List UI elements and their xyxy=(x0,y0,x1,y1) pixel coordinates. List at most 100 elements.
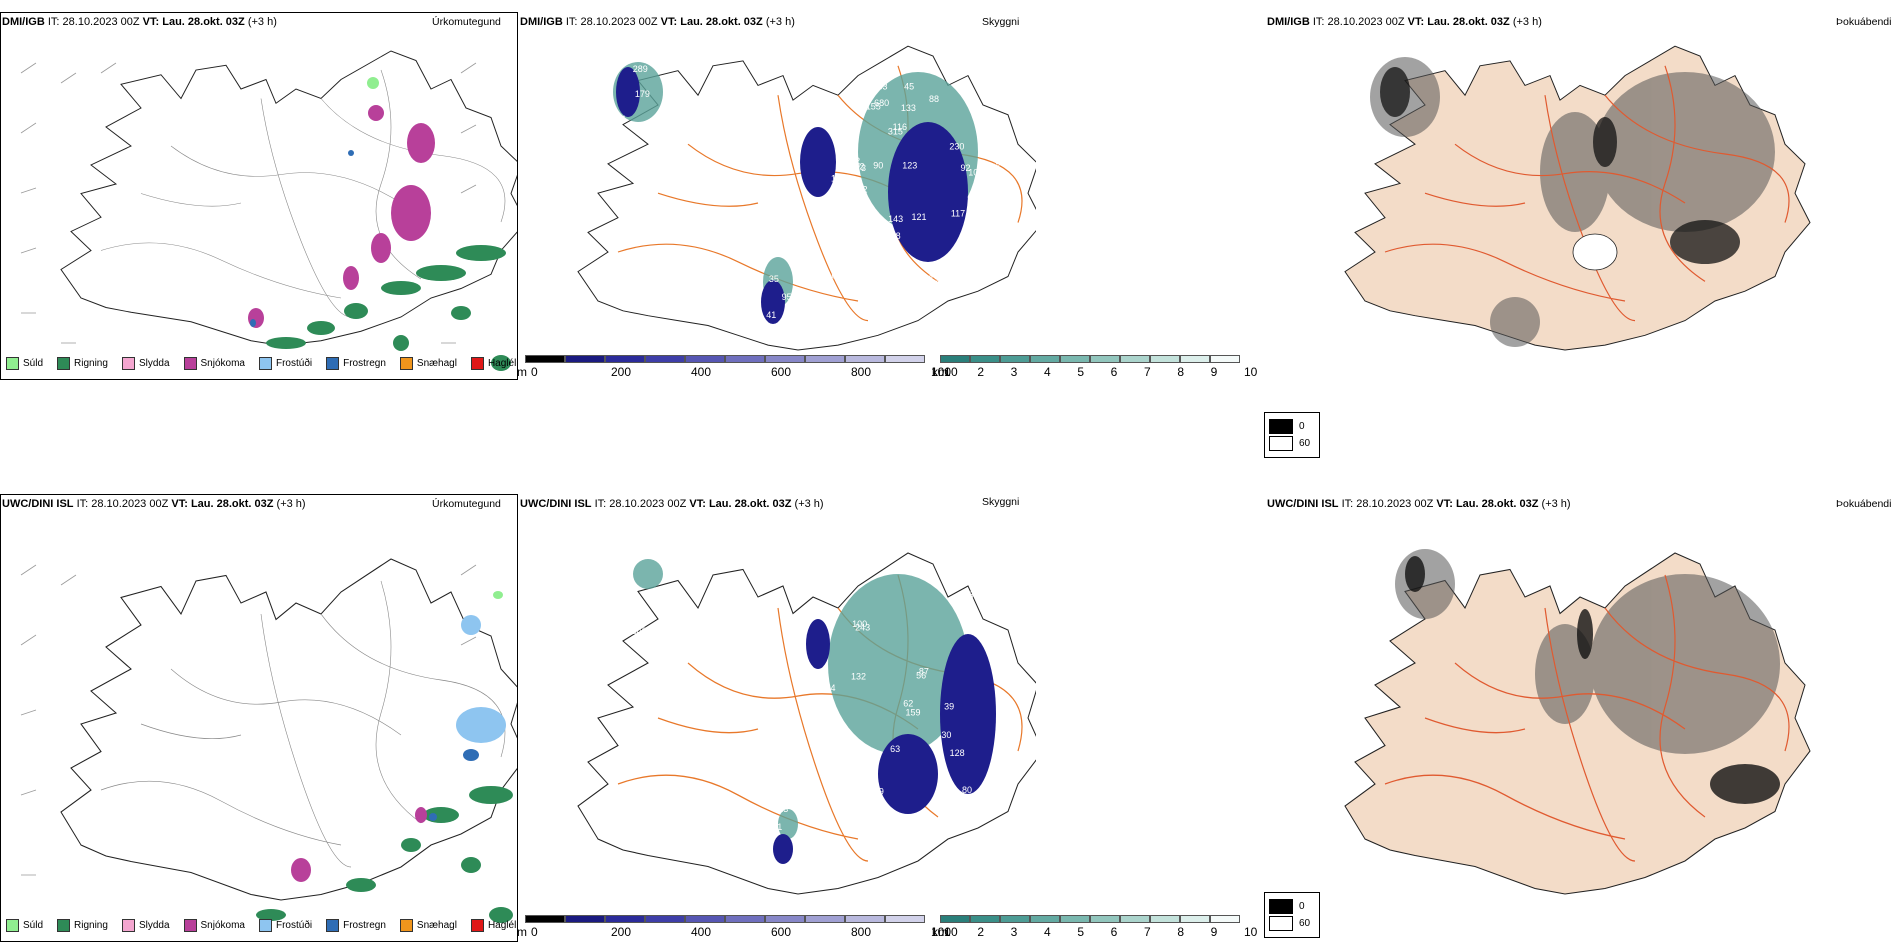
visibility-value-label: 100 xyxy=(985,602,1000,612)
panel-title-dmi-2: DMI/IGB IT: 28.10.2023 00Z VT: Lau. 28.o… xyxy=(520,16,795,28)
legend-swatch xyxy=(6,919,19,932)
fog-legend-item: 60 xyxy=(1269,436,1315,451)
visibility-value-label: 35 xyxy=(769,274,779,284)
visibility-value-label: 81 xyxy=(772,822,782,832)
panel-right-title: Þokuábendi xyxy=(1836,16,1892,28)
visibility-value-label: 39 xyxy=(944,701,954,711)
colorbar-tick: 8 xyxy=(1177,925,1185,939)
visibility-value-label: 143 xyxy=(888,214,903,224)
fog-legend-item: 60 xyxy=(1269,916,1315,931)
visibility-value-label: 92 xyxy=(858,184,868,194)
panel-title-uwc-1: UWC/DINI ISL IT: 28.10.2023 00Z VT: Lau.… xyxy=(2,498,306,510)
init-time: 28.10.2023 00Z xyxy=(91,498,169,510)
visibility-value-label: 87 xyxy=(819,583,829,593)
legend-swatch xyxy=(258,357,272,370)
colorbar-cell xyxy=(845,915,885,923)
colorbar-cell xyxy=(1090,355,1120,363)
colorbar-cell xyxy=(1120,915,1150,923)
legend-label: Haglél xyxy=(487,358,517,369)
legend-swatch xyxy=(57,357,71,370)
legend-swatch xyxy=(121,919,135,932)
panel-right-title: Úrkomutegund xyxy=(432,498,501,510)
colorbar-unit: km xyxy=(932,925,948,939)
lead-time: (+3 h) xyxy=(765,16,795,28)
legend-item: Súld xyxy=(6,919,43,932)
visibility-value-label: 25 xyxy=(845,187,855,197)
colorbar-cell xyxy=(845,355,885,363)
visibility-value-label: 92 xyxy=(961,163,971,173)
visibility-value-label: 155 xyxy=(866,101,881,111)
visibility-value-label: 118 xyxy=(886,231,900,241)
it-label: IT: xyxy=(1312,16,1325,28)
valid-time: VT: Lau. 28.okt. 03Z xyxy=(1436,498,1539,510)
colorbar-cell xyxy=(1030,915,1060,923)
legend-item: Súld xyxy=(6,357,43,370)
colorbar-tick: 7 xyxy=(1144,925,1151,939)
visibility-value-label: 97 xyxy=(858,197,868,207)
fog-map-canvas xyxy=(1344,45,1811,351)
visibility-colorbar-m: m 0 200 400 600 800 1000 xyxy=(517,355,958,383)
legend-swatch xyxy=(399,919,413,932)
visibility-value-label: 113 xyxy=(774,804,788,814)
visibility-value-label: 69 xyxy=(874,786,884,796)
legend-item: Snjókoma xyxy=(183,357,245,370)
colorbar-cell xyxy=(645,915,685,923)
visibility-value-label: 123 xyxy=(902,161,917,171)
init-time: 28.10.2023 00Z xyxy=(580,16,658,28)
colorbar-cell xyxy=(1120,355,1150,363)
visibility-value-label: 117 xyxy=(951,209,965,219)
colorbar-tick: 600 xyxy=(771,925,792,939)
legend-item: Slydda xyxy=(121,357,170,370)
visibility-value-label: 116 xyxy=(893,122,907,132)
colorbar-cell xyxy=(805,915,845,923)
legend-label: Súld xyxy=(23,920,44,931)
colorbar-tick: 0 xyxy=(531,365,538,379)
fog-legend-swatch xyxy=(1269,899,1293,914)
fog-legend-swatch xyxy=(1269,436,1293,451)
colorbar-tick: 1000 xyxy=(931,925,958,939)
colorbar-cell xyxy=(525,915,565,923)
visibility-value-label: 121 xyxy=(912,212,927,222)
visibility-value-label: 133 xyxy=(901,103,916,113)
legend-item: Snæhagl xyxy=(399,357,457,370)
legend-label: Rigning xyxy=(74,358,108,369)
legend-swatch xyxy=(57,919,71,932)
colorbar-cell xyxy=(725,355,765,363)
visibility-value-label: 65 xyxy=(767,786,777,796)
visibility-map-canvas: 202 303 340 657 69 98 149 100 159 132 20 54 63 87 87 10… xyxy=(577,552,1036,895)
colorbar-cell xyxy=(970,355,1000,363)
colorbar-cell xyxy=(1210,355,1240,363)
colorbar-tick: 5 xyxy=(1077,365,1085,379)
colorbar-tick: 4 xyxy=(1044,365,1051,379)
model-name: UWC/DINI ISL xyxy=(520,498,592,510)
colorbar-tick: 6 xyxy=(1110,365,1118,379)
fog-legend-swatch xyxy=(1269,916,1293,931)
visibility-value-label: 202 xyxy=(618,576,633,586)
fog-legend-item: 0 xyxy=(1269,899,1315,914)
colorbar-tick: 200 xyxy=(611,925,632,939)
colorbar-cell xyxy=(645,355,685,363)
legend-swatch xyxy=(470,919,484,932)
colorbar-tick: 400 xyxy=(691,925,712,939)
it-label: IT: xyxy=(47,16,60,28)
legend-item: Slydda xyxy=(121,919,170,932)
visibility-value-label: 340 xyxy=(632,626,647,636)
visibility-value-label: 62 xyxy=(903,698,913,708)
visibility-map-uwc: 202 303 340 657 69 98 149 100 159 132 20 54 63 87 87 10… xyxy=(518,494,1036,904)
colorbar-cell xyxy=(765,355,805,363)
colorbar-cell xyxy=(605,915,645,923)
legend-swatch xyxy=(326,919,340,932)
legend-label: Frostregn xyxy=(343,920,386,931)
legend-label: Frostúði xyxy=(275,358,313,369)
panel-right-title: Skyggni xyxy=(982,16,1020,28)
model-name: DMI/IGB xyxy=(2,16,45,28)
visibility-value-label: 159 xyxy=(905,707,920,717)
visibility-value-label: 95 xyxy=(782,292,792,302)
visibility-value-label: 87 xyxy=(919,666,929,676)
model-name: DMI/IGB xyxy=(520,16,563,28)
legend-swatch xyxy=(121,357,135,370)
visibility-value-label: 63 xyxy=(890,744,900,754)
lead-time: (+3 h) xyxy=(794,498,824,510)
colorbar-cell xyxy=(805,355,845,363)
colorbar-cell xyxy=(1180,915,1210,923)
